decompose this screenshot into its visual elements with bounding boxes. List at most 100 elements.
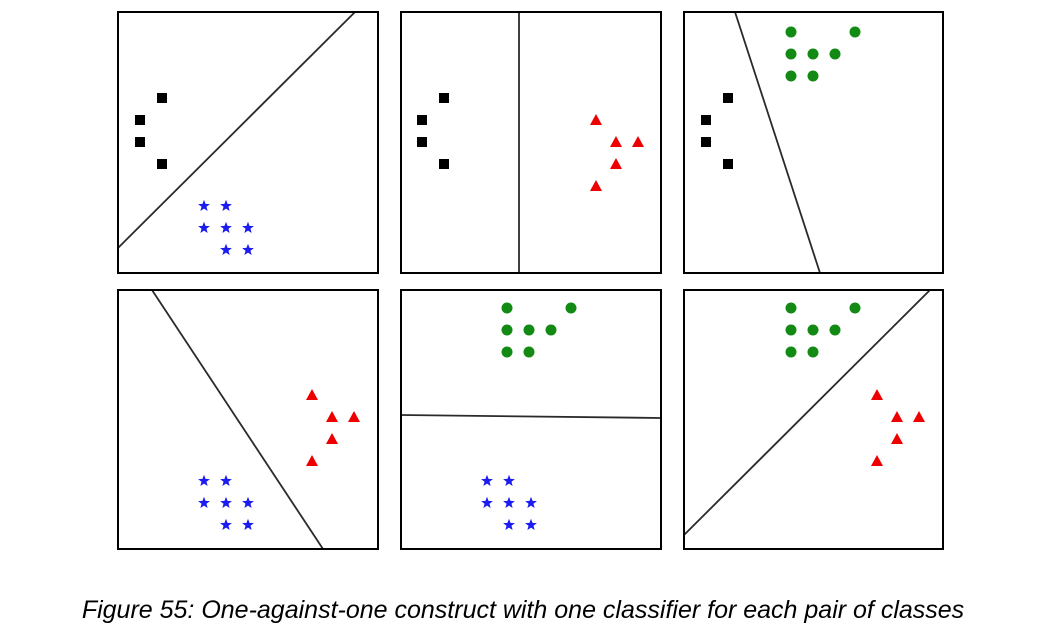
star-marker	[481, 474, 493, 487]
panel-border	[683, 289, 944, 550]
circle-marker	[545, 324, 557, 336]
circle-marker	[501, 324, 513, 336]
star-marker	[220, 474, 232, 487]
star-marker	[198, 199, 210, 212]
triangle-marker	[306, 455, 318, 466]
star-marker	[198, 474, 210, 487]
panel-border	[117, 11, 379, 274]
decision-boundary-diagonal	[151, 290, 324, 549]
circle-marker	[523, 346, 535, 358]
triangle-cluster	[590, 114, 644, 191]
circle-cluster	[785, 26, 861, 82]
triangle-marker	[590, 180, 602, 191]
circle-marker	[849, 26, 861, 38]
decision-boundary-horizontal	[401, 414, 661, 419]
star-cluster	[198, 474, 254, 531]
triangle-marker	[913, 411, 925, 422]
square-cluster	[417, 93, 449, 169]
triangle-marker	[348, 411, 360, 422]
circle-marker	[785, 346, 797, 358]
circle-marker	[807, 346, 819, 358]
circle-marker	[785, 26, 797, 38]
circle-cluster	[501, 302, 577, 358]
triangle-cluster	[306, 389, 360, 466]
panel-black-vs-green	[683, 11, 944, 274]
star-marker	[242, 518, 254, 531]
panel-black-vs-blue	[117, 11, 379, 274]
star-marker	[525, 496, 537, 509]
star-cluster	[481, 474, 537, 531]
decision-boundary-diagonal	[684, 290, 931, 536]
star-marker	[242, 221, 254, 234]
square-cluster	[135, 93, 167, 169]
square-marker	[439, 93, 449, 103]
circle-cluster	[785, 302, 861, 358]
square-marker	[701, 137, 711, 147]
square-marker	[723, 159, 733, 169]
star-marker	[220, 199, 232, 212]
square-marker	[439, 159, 449, 169]
triangle-marker	[326, 411, 338, 422]
circle-marker	[807, 324, 819, 336]
panel-green-vs-red	[683, 289, 944, 550]
panel-blue-vs-red	[117, 289, 379, 550]
triangle-marker	[632, 136, 644, 147]
triangle-marker	[610, 158, 622, 169]
star-marker	[503, 518, 515, 531]
circle-marker	[785, 302, 797, 314]
panel-black-vs-red	[400, 11, 662, 274]
square-marker	[157, 159, 167, 169]
circle-marker	[849, 302, 861, 314]
star-marker	[481, 496, 493, 509]
figure-caption: Figure 55: One-against-one construct wit…	[81, 596, 965, 624]
circle-marker	[829, 324, 841, 336]
triangle-marker	[326, 433, 338, 444]
circle-marker	[785, 324, 797, 336]
star-cluster	[198, 199, 254, 256]
circle-marker	[501, 302, 513, 314]
star-marker	[525, 518, 537, 531]
square-marker	[723, 93, 733, 103]
star-marker	[220, 221, 232, 234]
circle-marker	[565, 302, 577, 314]
triangle-cluster	[871, 389, 925, 466]
star-marker	[503, 474, 515, 487]
square-marker	[135, 137, 145, 147]
circle-marker	[807, 48, 819, 60]
square-cluster	[701, 93, 733, 169]
square-marker	[701, 115, 711, 125]
circle-marker	[785, 48, 797, 60]
pairwise-classifier-figure	[117, 11, 944, 550]
star-marker	[220, 496, 232, 509]
circle-marker	[829, 48, 841, 60]
panel-border	[117, 289, 379, 550]
decision-boundary-diagonal	[734, 12, 821, 273]
panel-border	[400, 289, 662, 550]
circle-marker	[807, 70, 819, 82]
triangle-marker	[891, 411, 903, 422]
star-marker	[220, 243, 232, 256]
star-marker	[198, 496, 210, 509]
decision-boundary-diagonal	[118, 12, 356, 249]
panel-border	[400, 11, 662, 274]
triangle-marker	[590, 114, 602, 125]
square-marker	[417, 115, 427, 125]
circle-marker	[785, 70, 797, 82]
panel-green-vs-blue	[400, 289, 662, 550]
star-marker	[220, 518, 232, 531]
panel-border	[683, 11, 944, 274]
star-marker	[242, 496, 254, 509]
star-marker	[198, 221, 210, 234]
triangle-marker	[871, 455, 883, 466]
star-marker	[503, 496, 515, 509]
circle-marker	[523, 324, 535, 336]
circle-marker	[501, 346, 513, 358]
star-marker	[242, 243, 254, 256]
triangle-marker	[306, 389, 318, 400]
square-marker	[157, 93, 167, 103]
triangle-marker	[871, 389, 883, 400]
square-marker	[417, 137, 427, 147]
triangle-marker	[891, 433, 903, 444]
square-marker	[135, 115, 145, 125]
triangle-marker	[610, 136, 622, 147]
